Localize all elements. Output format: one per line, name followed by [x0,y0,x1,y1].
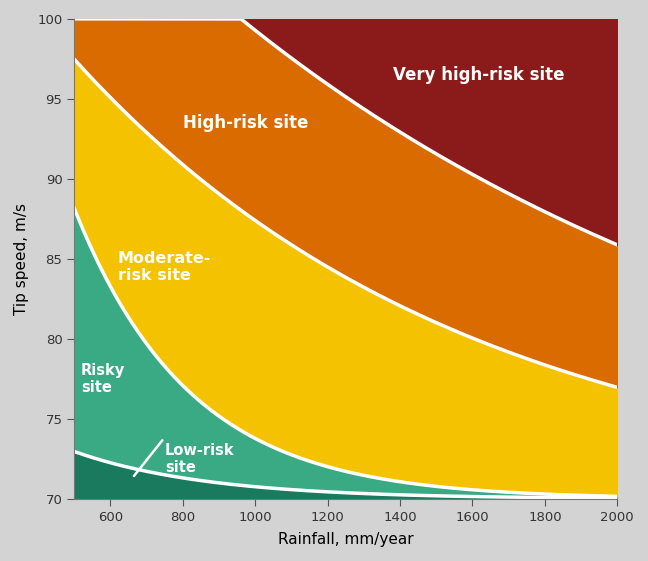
Text: Very high-risk site: Very high-risk site [393,66,564,84]
Y-axis label: Tip speed, m/s: Tip speed, m/s [14,203,29,315]
X-axis label: Rainfall, mm/year: Rainfall, mm/year [278,532,413,547]
Text: Risky
site: Risky site [81,363,125,395]
Text: Moderate-
risk site: Moderate- risk site [118,251,211,283]
Text: Low-risk
site: Low-risk site [165,443,235,475]
Text: High-risk site: High-risk site [183,114,308,132]
